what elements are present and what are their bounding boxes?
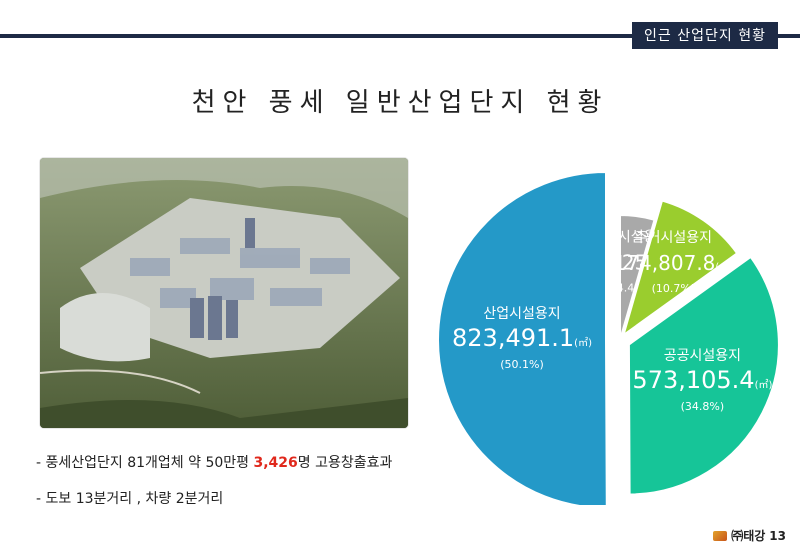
industrial-complex-aerial-photo: [40, 158, 408, 428]
land-use-pie-chart: 지원시설용지73,125.1(㎡)(4.4%)주거시설용지174,807.8(㎡…: [430, 145, 800, 510]
section-tag: 인근 산업단지 현황: [632, 22, 778, 49]
slice-percent: (34.8%): [681, 400, 725, 413]
slice-label: 공공시설용지: [664, 348, 741, 364]
pie-slice: [621, 199, 739, 338]
company-name: ㈜태강: [731, 529, 766, 543]
slice-label: 산업시설용지: [483, 306, 560, 322]
slice-percent: (10.7%): [652, 282, 696, 295]
slice-value: 823,491.1(㎡): [452, 324, 592, 352]
notes: - 풍세산업단지 81개업체 약 50만평 3,426명 고용창출효과 - 도보…: [36, 452, 392, 524]
pie-slice: [627, 255, 780, 496]
slice-percent: (50.1%): [500, 358, 544, 371]
slice-value: 174,807.8(㎡): [614, 251, 734, 275]
note-text: - 풍세산업단지 81개업체 약 50만평: [36, 455, 254, 471]
page-title: 천안 풍세 일반산업단지 현황: [191, 88, 609, 118]
note-distance: - 도보 13분거리 , 차량 2분거리: [36, 488, 392, 508]
slice-label: 주거시설용지: [635, 230, 712, 246]
slice-value: 573,105.4(㎡): [632, 366, 772, 394]
pie-slice: [619, 213, 656, 341]
note-employment: - 풍세산업단지 81개업체 약 50만평 3,426명 고용창출효과: [36, 452, 392, 472]
company-logo-icon: [713, 530, 728, 541]
note-text: - 도보 13분거리 , 차량 2분거리: [36, 491, 224, 507]
footer: ㈜태강 13: [713, 527, 786, 544]
header-rule: [0, 34, 800, 38]
employment-count: 3,426: [253, 455, 298, 471]
note-text: 명 고용창출효과: [297, 455, 393, 471]
pie-slice: [437, 171, 608, 510]
page-number: 13: [769, 528, 786, 543]
